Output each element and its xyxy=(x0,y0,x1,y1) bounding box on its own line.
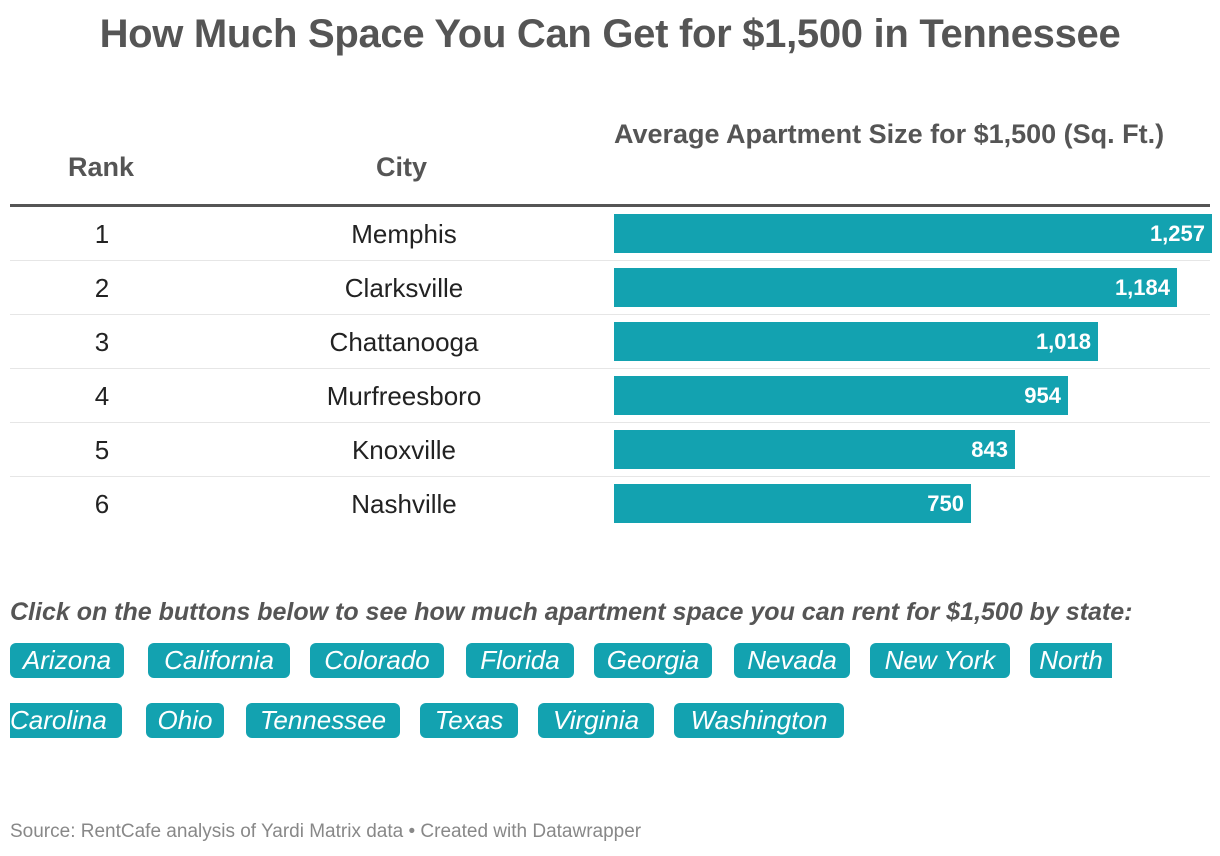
column-header-city: City xyxy=(376,152,428,182)
column-header-size: Average Apartment Size for $1,500 (Sq. F… xyxy=(614,119,1165,149)
table-row: 2 Clarksville 1,184 xyxy=(10,261,1210,315)
column-header-rank: Rank xyxy=(68,152,135,182)
bar-chattanooga: 1,018 xyxy=(614,322,1098,361)
state-button-new-york[interactable]: New York xyxy=(870,643,1010,678)
city-cell: Chattanooga xyxy=(329,327,479,357)
state-button-florida[interactable]: Florida xyxy=(466,643,574,678)
state-button-tennessee[interactable]: Tennessee xyxy=(246,703,400,738)
table-header: Rank City Average Apartment Size for $1,… xyxy=(10,110,1210,206)
bar-clarksville: 1,184 xyxy=(614,268,1177,307)
state-button-north-carolina[interactable]: North xyxy=(1030,643,1112,678)
city-cell: Memphis xyxy=(351,219,457,249)
table-row: 4 Murfreesboro 954 xyxy=(10,369,1210,423)
city-cell: Nashville xyxy=(351,489,457,519)
chart-title: How Much Space You Can Get for $1,500 in… xyxy=(99,12,1121,56)
city-cell: Clarksville xyxy=(344,273,464,303)
state-button-nevada[interactable]: Nevada xyxy=(734,643,850,678)
table-row: 5 Knoxville 843 xyxy=(10,423,1210,477)
bar-murfreesboro: 954 xyxy=(614,376,1068,415)
state-button-north-carolina-continued[interactable]: Carolina xyxy=(10,703,122,738)
table-row: 6 Nashville 750 xyxy=(10,477,1210,531)
rank-cell: 6 xyxy=(94,489,110,519)
state-button-washington[interactable]: Washington xyxy=(674,703,844,738)
city-cell: Murfreesboro xyxy=(326,381,482,411)
rank-cell: 5 xyxy=(94,435,110,465)
state-button-georgia[interactable]: Georgia xyxy=(594,643,712,678)
state-button-colorado[interactable]: Colorado xyxy=(310,643,444,678)
header-divider xyxy=(10,204,1210,207)
source-footer: Source: RentCafe analysis of Yardi Matri… xyxy=(10,821,642,842)
table-body: 1 Memphis 1,257 2 Clarksville 1,184 3 Ch… xyxy=(10,207,1212,531)
bar-knoxville: 843 xyxy=(614,430,1015,469)
state-button-arizona[interactable]: Arizona xyxy=(10,643,124,678)
state-buttons-prompt: Click on the buttons below to see how mu… xyxy=(10,598,1133,626)
rank-cell: 4 xyxy=(94,381,110,411)
table-row: 1 Memphis 1,257 xyxy=(10,207,1212,261)
state-button-california[interactable]: California xyxy=(148,643,290,678)
state-button-texas[interactable]: Texas xyxy=(420,703,518,738)
city-cell: Knoxville xyxy=(351,435,457,465)
table-row: 3 Chattanooga 1,018 xyxy=(10,315,1210,369)
rank-cell: 3 xyxy=(94,327,110,357)
rank-cell: 2 xyxy=(94,273,110,303)
state-button-virginia[interactable]: Virginia xyxy=(538,703,654,738)
bar-memphis: 1,257 xyxy=(614,214,1212,253)
state-button-ohio[interactable]: Ohio xyxy=(146,703,224,738)
bar-nashville: 750 xyxy=(614,484,971,523)
rank-cell: 1 xyxy=(94,219,110,249)
